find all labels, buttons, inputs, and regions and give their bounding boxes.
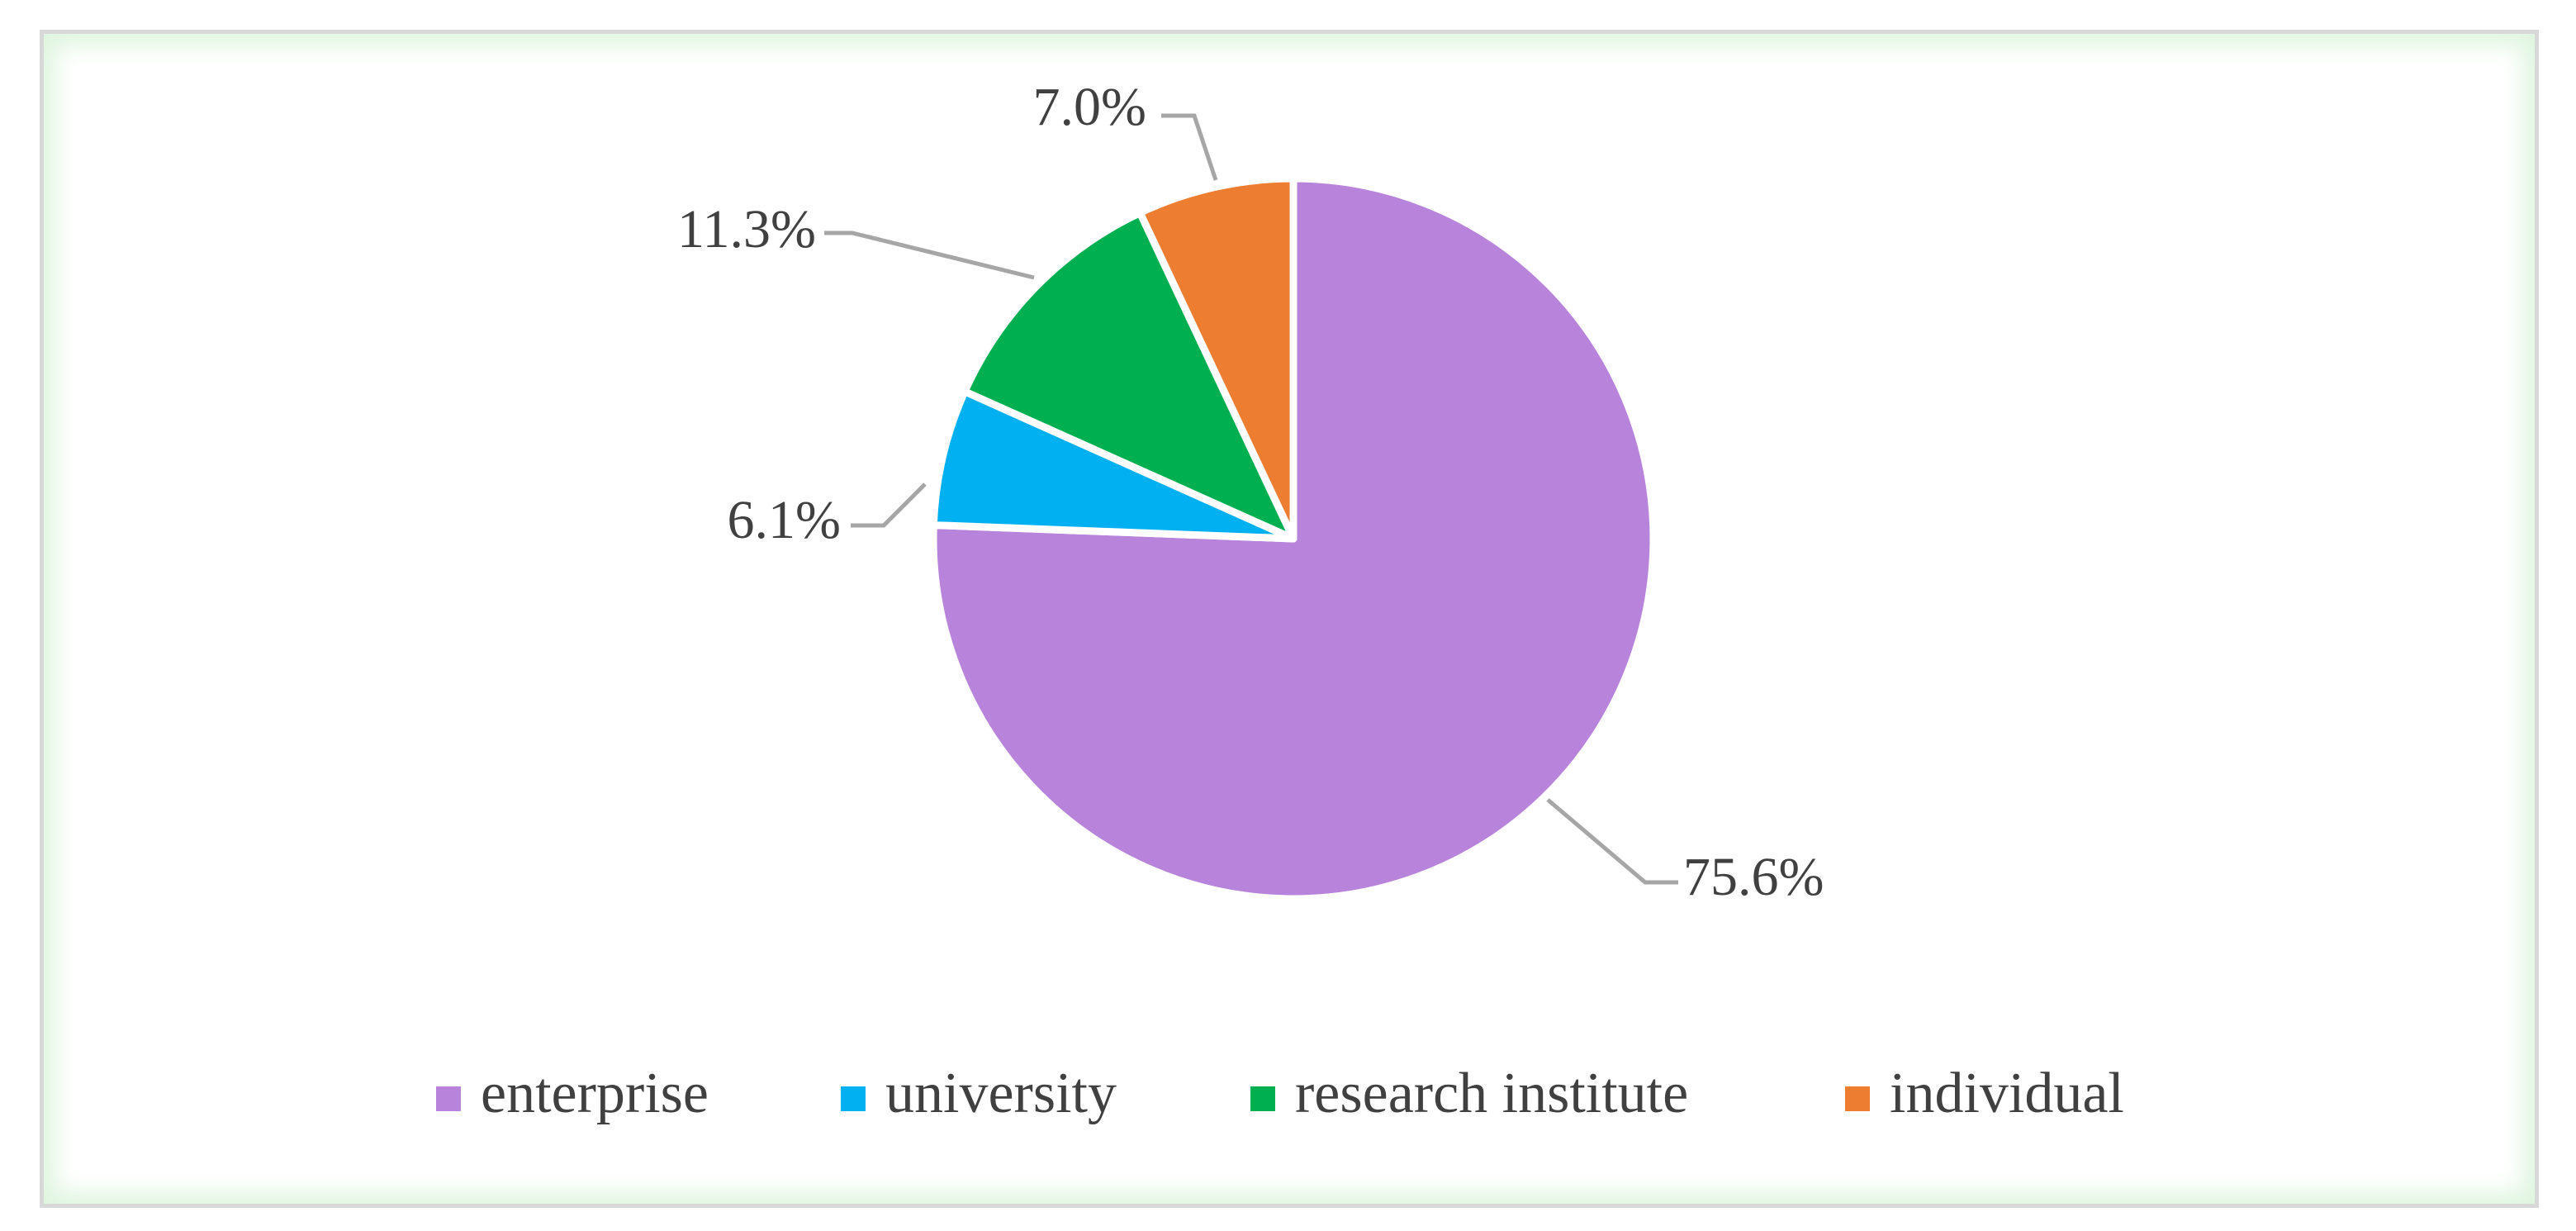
data-label-enterprise: 75.6% <box>1683 847 1824 907</box>
legend: enterprise university research institute in… <box>436 1062 2124 1125</box>
leader-line-university <box>851 482 927 528</box>
pie-slices <box>929 174 1658 903</box>
data-labels: 75.6% 6.1% 11.3% 7.0% <box>677 77 1824 907</box>
legend-label-enterprise: enterprise <box>481 1062 709 1125</box>
leader-line-individual <box>1161 113 1218 181</box>
legend-swatch-research-institute <box>1250 1086 1275 1111</box>
legend-swatch-enterprise <box>436 1086 461 1111</box>
data-label-individual: 7.0% <box>1033 77 1146 137</box>
slice-enterprise <box>929 174 1658 903</box>
leader-line-research-institute <box>824 231 1035 280</box>
legend-swatch-individual <box>1845 1086 1870 1111</box>
data-label-university: 6.1% <box>728 490 841 550</box>
leader-line-enterprise <box>1546 798 1678 885</box>
legend-label-individual: individual <box>1890 1062 2124 1125</box>
legend-label-university: university <box>885 1062 1117 1125</box>
slice-individual <box>1136 174 1297 543</box>
legend-swatch-university <box>841 1086 866 1111</box>
data-label-research-institute: 11.3% <box>677 199 816 259</box>
slice-research-institute <box>961 208 1297 543</box>
legend-label-research-institute: research institute <box>1295 1062 1688 1125</box>
leader-lines <box>824 113 1678 885</box>
